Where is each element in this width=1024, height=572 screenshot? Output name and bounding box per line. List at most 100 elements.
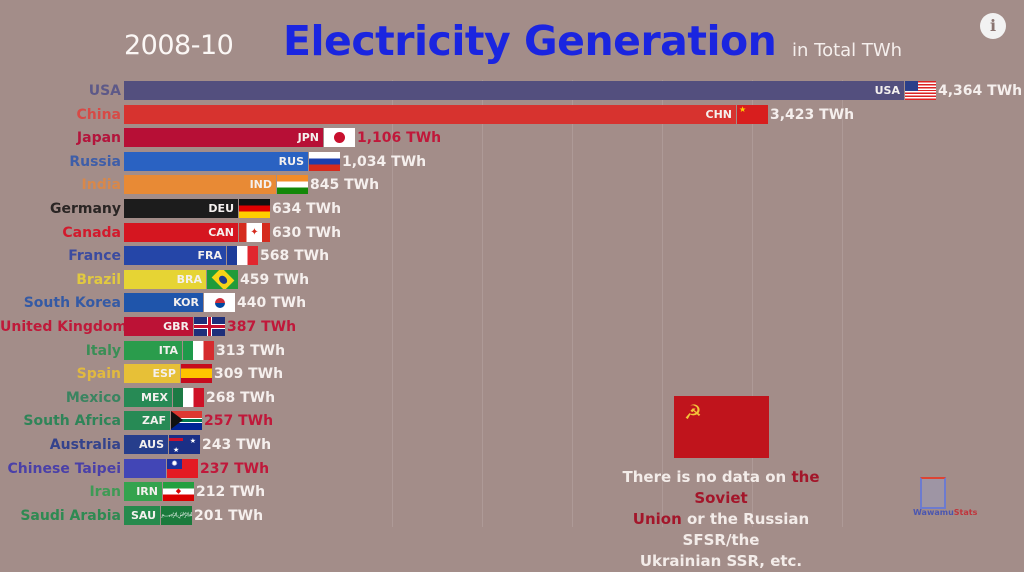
bar <box>124 222 238 242</box>
bar <box>124 505 160 525</box>
bar <box>124 317 193 336</box>
value-label: 1,106 TWh <box>357 130 442 147</box>
za-flag-icon <box>171 411 202 431</box>
chart-house-icon <box>920 477 946 509</box>
bar-row: Chinese Taipei ✹ 237 TWh <box>0 458 1024 479</box>
bar-row: India IND 845 TWh <box>0 175 1024 195</box>
value-label: 440 TWh <box>237 295 307 312</box>
bar <box>124 387 172 407</box>
in-flag-icon <box>277 175 308 195</box>
country-label: Japan <box>76 130 121 147</box>
ru-flag-icon <box>309 151 340 171</box>
bar-row: Spain ESP 309 TWh <box>0 364 1024 384</box>
value-label: 309 TWh <box>214 366 284 383</box>
hammer-sickle-icon: ☭ <box>684 400 702 424</box>
bar-row: Saudi Arabia SAU ﷽ 201 TWh <box>0 505 1024 526</box>
info-icon[interactable]: i <box>980 13 1006 39</box>
bar-row: Germany DEU 634 TWh <box>0 199 1024 219</box>
gridline <box>842 80 843 527</box>
bar-row: Iran IRN ◆ 212 TWh <box>0 482 1024 502</box>
country-label: France <box>68 248 121 265</box>
gridline <box>392 80 393 527</box>
country-label: Australia <box>49 437 121 453</box>
country-label: Russia <box>69 153 121 170</box>
country-code: RUS <box>278 154 304 168</box>
country-code: SAU <box>130 508 156 522</box>
country-code: BRA <box>176 272 202 286</box>
cn-flag-icon: ★ <box>737 104 768 124</box>
country-code: ESP <box>152 367 177 381</box>
country-code: USA <box>874 84 900 97</box>
ca-flag-icon: ✦ <box>239 222 270 242</box>
country-code: IRN <box>136 485 158 499</box>
value-label: 257 TWh <box>204 413 274 430</box>
country-code: DEU <box>208 202 234 215</box>
bar <box>124 81 904 100</box>
bar-row: South Korea KOR 440 TWh <box>0 293 1024 313</box>
country-label: China <box>76 106 121 123</box>
value-label: 237 TWh <box>200 460 270 477</box>
bar-row: United Kingdom GBR 387 TWh <box>0 317 1024 337</box>
bar <box>124 340 182 360</box>
country-code: CAN <box>208 225 234 239</box>
country-label: Germany <box>49 201 121 217</box>
de-flag-icon <box>239 199 270 218</box>
bar <box>124 364 180 384</box>
bar <box>124 269 206 289</box>
ussr-flag: ☭ <box>674 396 769 458</box>
bar-row: Mexico MEX 268 TWh <box>0 387 1024 408</box>
country-label: South Africa <box>23 413 121 430</box>
gridline <box>662 80 663 527</box>
us-flag-icon <box>905 81 936 100</box>
bar-row: Italy ITA 313 TWh <box>0 340 1024 361</box>
bar <box>124 293 203 313</box>
gridline <box>572 80 573 527</box>
fr-flag-icon <box>227 246 258 266</box>
value-label: 568 TWh <box>260 248 330 265</box>
value-label: 387 TWh <box>227 319 297 335</box>
country-label: USA <box>88 83 121 99</box>
country-code: KOR <box>173 296 199 310</box>
country-code: ITA <box>158 343 178 357</box>
bar <box>124 458 166 478</box>
country-label: Chinese Taipei <box>7 460 121 477</box>
value-label: 243 TWh <box>202 437 272 453</box>
country-label: Brazil <box>76 271 121 288</box>
bar-row: Japan JPN 1,106 TWh <box>0 128 1024 148</box>
bar-row: Australia AUS ★ ★ 243 TWh <box>0 435 1024 455</box>
gridline <box>482 80 483 527</box>
bar-row: China CHN ★ 3,423 TWh <box>0 104 1024 125</box>
country-code: CHN <box>705 107 733 121</box>
chart-title: Electricity Generation <box>283 17 777 65</box>
bar <box>124 482 162 502</box>
tw-flag-icon: ✹ <box>167 458 198 478</box>
value-label: 4,364 TWh <box>938 83 1023 99</box>
country-code: ZAF <box>141 414 166 428</box>
value-label: 268 TWh <box>206 389 276 406</box>
value-label: 634 TWh <box>272 201 342 217</box>
es-flag-icon <box>181 364 212 384</box>
kr-flag-icon <box>204 293 235 313</box>
bar-row: Russia RUS 1,034 TWh <box>0 151 1024 172</box>
country-label: Spain <box>76 366 121 383</box>
wawamustats-logo: WawamuStats <box>913 474 977 524</box>
value-label: 212 TWh <box>196 484 266 501</box>
bar <box>124 435 168 454</box>
bar-row: Canada CAN ✦ 630 TWh <box>0 222 1024 243</box>
country-label: Iran <box>89 484 121 501</box>
country-code: JPN <box>297 131 319 145</box>
country-code: IND <box>249 178 272 192</box>
bar-row: USA USA 4,364 TWh <box>0 81 1024 101</box>
gridline <box>752 80 753 527</box>
bar-row: France FRA 568 TWh <box>0 246 1024 266</box>
country-label: Mexico <box>65 389 121 406</box>
country-label: India <box>81 177 121 194</box>
value-label: 313 TWh <box>216 342 286 359</box>
ir-flag-icon: ◆ <box>163 482 194 502</box>
chart-subtitle: in Total TWh <box>792 40 903 61</box>
country-code: AUS <box>138 438 164 451</box>
value-label: 845 TWh <box>310 177 380 194</box>
jp-flag-icon <box>324 128 355 148</box>
country-label: South Korea <box>23 295 121 312</box>
mx-flag-icon <box>173 387 204 407</box>
